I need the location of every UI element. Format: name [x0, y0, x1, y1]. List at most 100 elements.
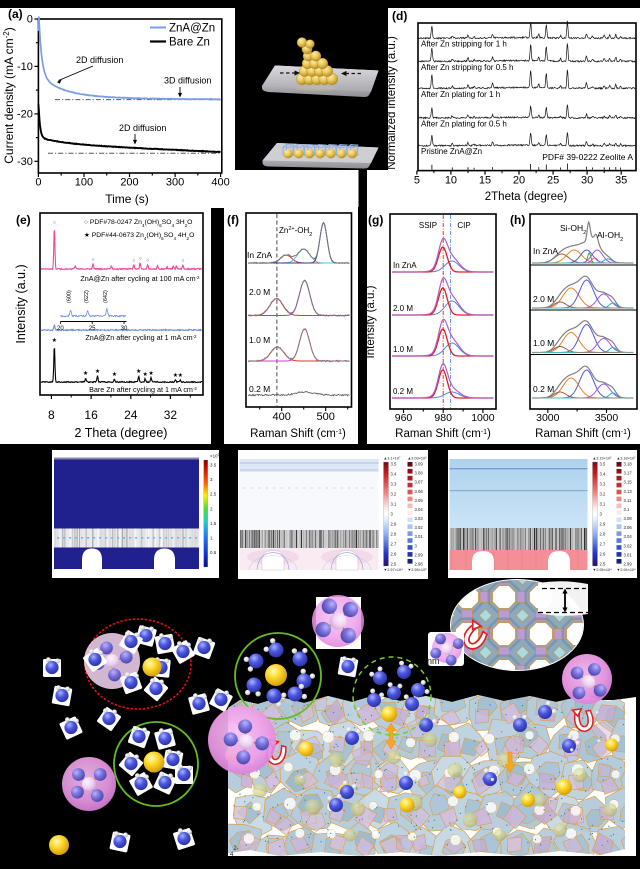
svg-text:Raman Shift (cm-1): Raman Shift (cm-1) [395, 428, 491, 440]
svg-text:2.7: 2.7 [600, 542, 606, 547]
svg-text:-30: -30 [17, 156, 33, 168]
svg-text:3.03: 3.03 [415, 516, 424, 521]
svg-text:960: 960 [395, 412, 413, 424]
svg-text:5: 5 [414, 175, 420, 187]
svg-text:Bare Zn: Bare Zn [169, 37, 210, 49]
svg-text:3.08: 3.08 [415, 471, 424, 476]
svg-text:2Theta (degree): 2Theta (degree) [485, 191, 568, 203]
svg-text:20: 20 [57, 326, 64, 332]
svg-text:3.1: 3.1 [624, 507, 630, 512]
svg-text:1.0 M: 1.0 M [393, 345, 413, 354]
svg-text:▼2.97×10⁴: ▼2.97×10⁴ [384, 568, 404, 572]
svg-text:2.5: 2.5 [391, 562, 397, 567]
svg-text:2.0 M: 2.0 M [533, 294, 554, 304]
svg-text:3.09: 3.09 [415, 462, 424, 467]
svg-text:1.0 M: 1.0 M [249, 335, 270, 345]
svg-text:(f): (f) [227, 213, 239, 227]
svg-text:500: 500 [317, 411, 335, 423]
svg-text:24: 24 [124, 408, 138, 422]
svg-text:0: 0 [27, 14, 33, 26]
svg-text:1000: 1000 [471, 412, 495, 424]
svg-text:3D diffusion: 3D diffusion [164, 76, 211, 86]
svg-text:▲3.1×10⁷: ▲3.1×10⁷ [384, 457, 401, 461]
svg-text:3.1: 3.1 [391, 502, 397, 507]
svg-text:2.0 M: 2.0 M [249, 287, 270, 297]
svg-text:ZnA@Zn after cycling at 100 mA: ZnA@Zn after cycling at 100 mA cm-2 [80, 274, 200, 283]
svg-text:0: 0 [35, 177, 41, 189]
svg-text:(e): (e) [16, 213, 31, 227]
svg-text:980: 980 [434, 412, 452, 424]
svg-text:-10: -10 [17, 61, 33, 73]
svg-text:2.99: 2.99 [415, 552, 424, 557]
svg-text:○: ○ [92, 257, 95, 263]
svg-text:★: ★ [52, 337, 57, 344]
svg-text:ZnA@Zn: ZnA@Zn [169, 23, 215, 35]
svg-text:35: 35 [615, 175, 627, 187]
svg-text:3.13: 3.13 [624, 489, 633, 494]
svg-text:20: 20 [513, 175, 525, 187]
svg-text:After Zn plating for 1 h: After Zn plating for 1 h [421, 90, 500, 99]
svg-text:After Zn stripping for 0.5 h: After Zn stripping for 0.5 h [421, 63, 514, 72]
svg-text:Current density (mA cm-2): Current density (mA cm-2) [2, 27, 17, 164]
svg-text:0.5: 0.5 [210, 550, 217, 555]
svg-text:(622): (622) [84, 290, 90, 303]
svg-text:2.8: 2.8 [391, 532, 397, 537]
svg-text:15: 15 [479, 175, 491, 187]
svg-text:Raman Shift (cm-1): Raman Shift (cm-1) [535, 428, 631, 440]
svg-text:3.2: 3.2 [391, 492, 397, 497]
svg-text:25: 25 [547, 175, 559, 187]
svg-text:2.9: 2.9 [391, 522, 397, 527]
svg-text:3.4: 3.4 [600, 472, 606, 477]
svg-text:(h): (h) [510, 213, 525, 227]
svg-text:SSIP: SSIP [419, 221, 437, 230]
svg-text:Raman Shift (cm-1): Raman Shift (cm-1) [250, 428, 346, 440]
svg-text:▲3.19×10⁵: ▲3.19×10⁵ [593, 457, 613, 461]
svg-text:8: 8 [48, 408, 55, 422]
svg-text:300: 300 [166, 177, 184, 189]
svg-text:3.02: 3.02 [415, 525, 424, 530]
svg-text:3.01: 3.01 [415, 534, 424, 539]
svg-text:Normalized intensity (a.u.): Normalized intensity (a.u.) [386, 36, 398, 170]
svg-text:3000: 3000 [536, 412, 560, 424]
svg-text:3.04: 3.04 [415, 507, 424, 512]
svg-text:3.17: 3.17 [624, 471, 633, 476]
svg-text:-20: -20 [17, 108, 33, 120]
svg-text:3.2: 3.2 [600, 492, 606, 497]
svg-text:25: 25 [89, 326, 96, 332]
svg-text:PDF# 39-0222 Zeolite A: PDF# 39-0222 Zeolite A [542, 152, 633, 162]
svg-text:3.08: 3.08 [624, 516, 633, 521]
svg-text:▼2.95×10⁴: ▼2.95×10⁴ [593, 568, 613, 572]
svg-text:3.5: 3.5 [391, 462, 397, 467]
svg-text:★: ★ [148, 370, 153, 377]
svg-text:3.02: 3.02 [624, 543, 633, 548]
svg-text:nm: nm [427, 656, 440, 666]
svg-text:CIP: CIP [457, 221, 470, 230]
svg-text:ZnA@Zn after cycling at 1 mA c: ZnA@Zn after cycling at 1 mA cm-2 [85, 333, 197, 342]
svg-text:3.1: 3.1 [600, 502, 606, 507]
svg-text:(a): (a) [8, 7, 23, 21]
svg-text:Intensity (a.u.): Intensity (a.u.) [14, 264, 28, 343]
svg-text:○: ○ [53, 220, 56, 226]
svg-text:★: ★ [142, 371, 147, 378]
svg-text:0.2 M: 0.2 M [393, 387, 413, 396]
svg-text:(642): (642) [103, 290, 109, 303]
svg-text:400: 400 [211, 177, 229, 189]
svg-text:2.9: 2.9 [600, 522, 606, 527]
svg-text:3.18: 3.18 [624, 462, 633, 467]
svg-text:★: ★ [112, 371, 117, 378]
svg-text:2.98: 2.98 [415, 562, 424, 567]
svg-text:In ZnA: In ZnA [393, 261, 417, 270]
svg-text:2.6: 2.6 [391, 552, 397, 557]
svg-text:3.06: 3.06 [624, 525, 633, 530]
svg-text:○: ○ [146, 258, 149, 264]
svg-text:○: ○ [181, 258, 184, 264]
svg-text:3.4: 3.4 [391, 472, 397, 477]
svg-text:2.5: 2.5 [600, 562, 606, 567]
svg-text:(g): (g) [368, 213, 383, 227]
svg-text:3.3: 3.3 [391, 482, 397, 487]
svg-text:3.04: 3.04 [624, 534, 633, 539]
svg-text:○: ○ [139, 256, 142, 262]
svg-text:In ZnA: In ZnA [533, 246, 558, 256]
svg-text:3.06: 3.06 [415, 489, 424, 494]
svg-text:▼2.98×10³: ▼2.98×10³ [408, 568, 428, 572]
